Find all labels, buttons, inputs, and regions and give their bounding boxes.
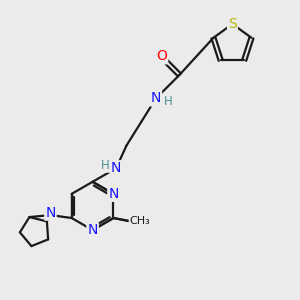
- Text: N: N: [151, 92, 161, 106]
- Text: N: N: [108, 187, 119, 201]
- Text: H: H: [100, 159, 109, 172]
- Text: O: O: [156, 50, 167, 63]
- Text: S: S: [228, 17, 237, 31]
- Text: H: H: [164, 95, 172, 108]
- Text: N: N: [45, 206, 56, 220]
- Text: N: N: [87, 223, 98, 237]
- Text: N: N: [111, 161, 121, 175]
- Text: CH₃: CH₃: [130, 216, 150, 226]
